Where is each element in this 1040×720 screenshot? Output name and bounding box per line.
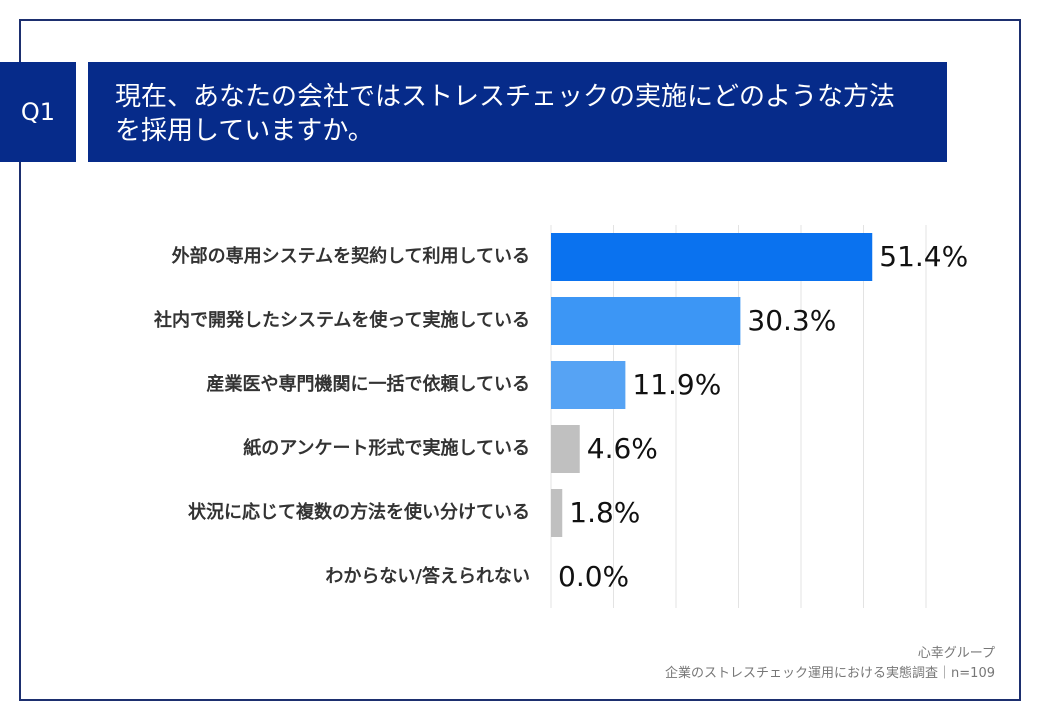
bar [551,233,873,281]
category-label: 産業医や専門機関に一括で依頼している [206,374,530,395]
question-badge: Q1 [0,62,76,162]
category-label: 状況に応じて複数の方法を使い分けている [188,502,530,523]
data-label: 1.8% [569,496,641,529]
question-text-line1: 現在、あなたの会社ではストレスチェックの実施にどのような方法 [115,82,896,112]
question-number: Q1 [20,98,56,126]
question-box: 現在、あなたの会社ではストレスチェックの実施にどのような方法 を採用していますか… [88,62,947,162]
data-label: 30.3% [747,304,837,337]
category-label: 紙のアンケート形式で実施している [243,438,530,459]
source-org: 心幸グループ [917,646,995,661]
bar [551,297,741,345]
category-label: 外部の専用システムを契約して利用している [171,246,530,267]
category-label: わからない/答えられない [325,566,530,587]
bar [551,361,626,409]
bar [551,489,563,537]
data-label: 11.9% [632,368,722,401]
data-label: 0.0% [558,560,630,593]
bar [551,425,580,473]
source-survey: 企業のストレスチェック運用における実態調査｜n=109 [665,666,995,681]
category-label: 社内で開発したシステムを使って実施している [153,310,530,331]
data-label: 51.4% [879,240,969,273]
question-text-line2: を採用していますか。 [115,116,374,146]
data-label: 4.6% [586,432,658,465]
